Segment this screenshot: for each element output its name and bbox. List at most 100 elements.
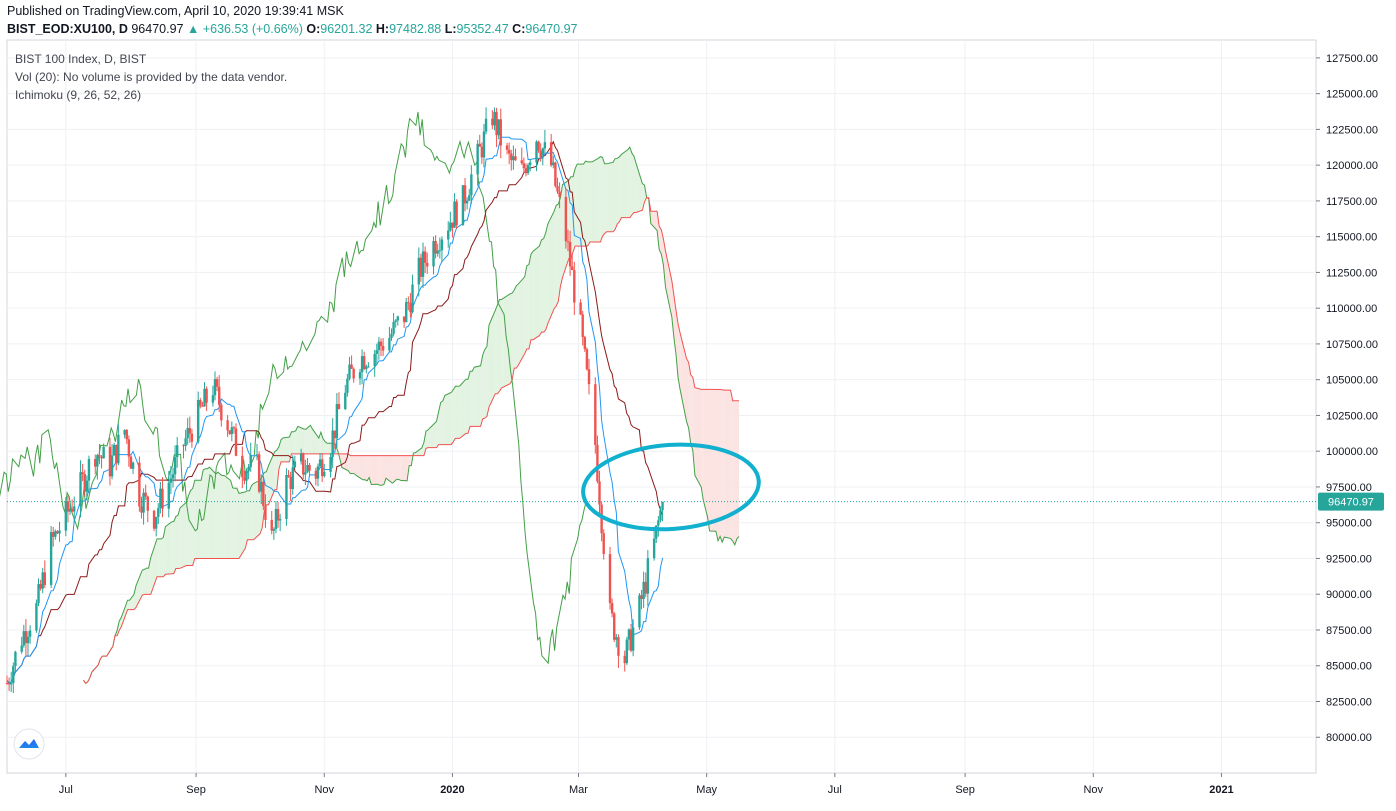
candle-body: [226, 420, 229, 431]
cloud-segment: [278, 439, 281, 470]
candle-body: [102, 446, 105, 459]
cloud-segment: [144, 568, 147, 595]
candle-body: [419, 257, 423, 277]
time-tick-label: Jul: [828, 784, 842, 796]
candle-body: [257, 454, 261, 492]
candle-body: [652, 538, 656, 559]
cloud-segment: [308, 425, 311, 454]
price-axis[interactable]: 80000.00 82500.00 85000.00 87500.00 90000.00…: [1316, 53, 1384, 744]
cloud-segment: [178, 507, 181, 569]
cloud-segment: [409, 455, 412, 466]
candle-body: [365, 366, 368, 370]
price-tick-label: 80000.00: [1326, 732, 1372, 744]
candle-body: [451, 222, 454, 228]
cloud-segment: [325, 441, 328, 454]
cloud-segment: [472, 367, 475, 427]
candle-body: [394, 320, 397, 322]
cloud-segment: [367, 455, 370, 481]
cloud-segment: [480, 355, 483, 427]
candle-body: [426, 262, 429, 267]
price-tick-label: 82500.00: [1326, 696, 1372, 708]
cloud-segment: [694, 387, 702, 487]
candle-body: [138, 462, 141, 507]
cloud-segment: [612, 158, 616, 232]
time-tick-label: Mar: [569, 784, 588, 796]
cloud-segment: [398, 455, 401, 481]
cloud-segment: [205, 468, 208, 559]
last-price-badge: [1318, 492, 1384, 511]
price-tick-label: 107500.00: [1326, 339, 1378, 351]
cloud-segment: [736, 400, 740, 539]
candle-body: [497, 119, 500, 136]
candle-body: [247, 466, 250, 472]
candle-body: [585, 349, 589, 370]
cloud-segment: [131, 594, 134, 610]
cloud-segment: [484, 346, 487, 419]
candle-body: [392, 321, 395, 334]
time-axis[interactable]: Jul Sep Nov 2020 Mar May Jul Sep Nov 2021: [59, 773, 1234, 796]
cloud-segment: [276, 446, 279, 490]
candle-body: [409, 303, 412, 313]
candle-body: [85, 480, 89, 492]
symbol-name: BIST_EOD:XU100, D: [7, 22, 128, 36]
candle-body: [56, 531, 59, 534]
published-caption: Published on TradingView.com, April 10, …: [7, 4, 344, 18]
price-tick-label: 90000.00: [1326, 589, 1372, 601]
cloud-segment: [633, 156, 637, 213]
legend-title: BIST 100 Index, D, BIST: [15, 52, 147, 66]
cloud-segment: [539, 239, 542, 336]
cloud-segment: [606, 162, 613, 232]
candle-body: [447, 230, 450, 240]
cloud-segment: [659, 226, 662, 254]
candle-body: [39, 584, 42, 589]
cloud-segment: [234, 488, 237, 559]
cloud-segment: [295, 426, 298, 454]
cloud-segment: [686, 358, 689, 428]
price-tick-label: 95000.00: [1326, 518, 1372, 530]
cloud-segment: [173, 516, 176, 574]
candle-body: [83, 474, 86, 492]
cloud-segment: [274, 450, 277, 490]
cloud-segment: [585, 161, 588, 247]
candle-body: [199, 400, 202, 406]
candle-body: [627, 629, 631, 640]
cloud-segment: [293, 430, 296, 454]
price-change: ▲ +636.53 (+0.66%): [186, 22, 303, 36]
close-value: 96470.97: [525, 22, 578, 36]
candle-body: [625, 639, 629, 664]
candle-body: [449, 222, 452, 231]
candle-body: [642, 581, 645, 600]
tradingview-logo[interactable]: [13, 728, 45, 760]
price-tick-label: 117500.00: [1326, 196, 1377, 208]
candle-body: [161, 488, 164, 509]
cloud-segment: [617, 157, 620, 225]
candle-body: [358, 372, 362, 379]
cloud-segment: [722, 389, 725, 543]
candle-body: [579, 302, 582, 315]
tradingview-logo-icon[interactable]: [13, 728, 45, 760]
candle-body: [37, 584, 40, 604]
plot-area[interactable]: [6, 39, 1317, 774]
cloud-segment: [547, 211, 555, 324]
candle-body: [24, 631, 28, 644]
candle-body: [360, 356, 364, 373]
time-tick-label: 2020: [440, 784, 464, 796]
cloud-segment: [577, 164, 584, 247]
cloud-segment: [533, 246, 540, 340]
senkou-span-b: [83, 197, 739, 684]
cloud-segment: [675, 310, 679, 378]
cloud-segment: [356, 455, 363, 480]
candle-body: [476, 143, 479, 175]
candle-body: [402, 316, 406, 323]
candle-body: [535, 141, 538, 163]
low-label: L:: [444, 22, 457, 36]
candle-body: [541, 148, 544, 158]
candle-body: [43, 572, 47, 585]
candle-body: [608, 554, 612, 604]
candle-body: [661, 501, 664, 511]
cloud-segment: [512, 290, 515, 381]
price-tick-label: 102500.00: [1326, 410, 1378, 422]
cloud-segment: [510, 293, 513, 384]
candle-body: [346, 378, 349, 393]
